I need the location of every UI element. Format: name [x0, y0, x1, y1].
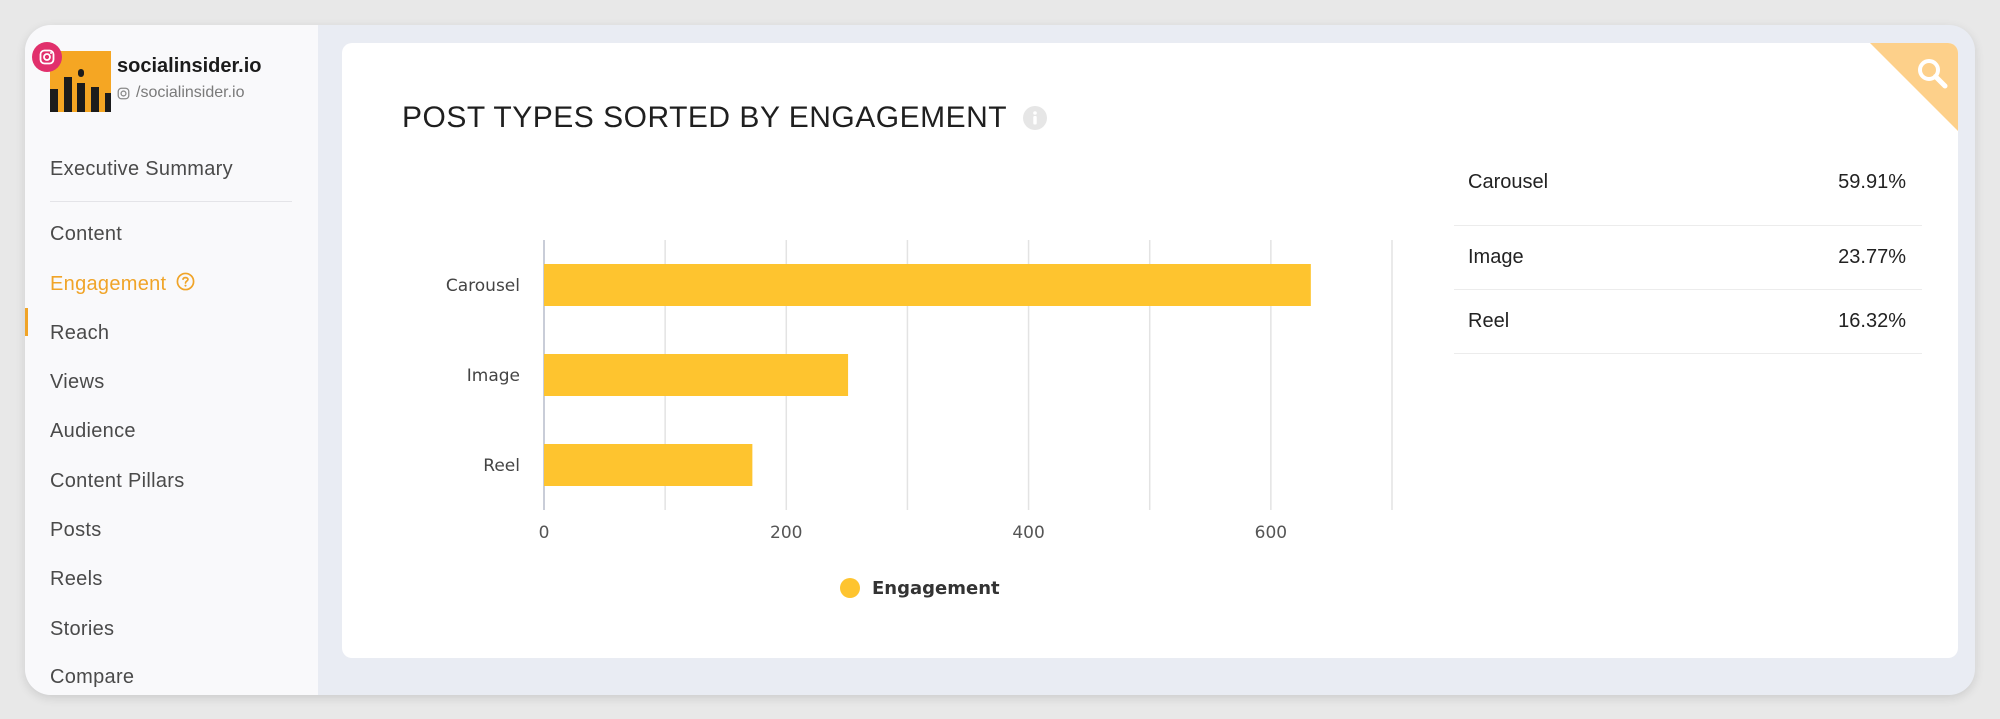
x-tick-label: 0	[539, 523, 550, 543]
sidebar-item-label: Views	[50, 371, 105, 393]
sidebar-item-engagement[interactable]: Engagement	[50, 272, 195, 297]
table-row: Reel 16.32%	[1454, 290, 1922, 354]
row-value: 59.91%	[1838, 171, 1906, 193]
bar-carousel	[544, 264, 1311, 306]
sidebar-item-reels[interactable]: Reels	[50, 568, 103, 591]
instagram-icon	[32, 42, 62, 72]
sidebar-item-audience[interactable]: Audience	[50, 420, 136, 443]
row-label: Image	[1468, 246, 1524, 268]
y-category-label: Reel	[483, 456, 520, 476]
sidebar-item-posts[interactable]: Posts	[50, 519, 102, 542]
info-icon[interactable]	[1023, 106, 1048, 130]
bar-image	[544, 354, 849, 396]
row-label: Reel	[1468, 310, 1510, 332]
engagement-breakdown-table: Carousel 59.91% Image 23.77% Reel 16.32%	[1454, 171, 1922, 354]
sidebar-item-reach[interactable]: Reach	[50, 322, 109, 345]
question-circle-icon[interactable]	[176, 272, 195, 297]
engagement-bar-chart: 0 200 400 600 Carousel Image Reel Engagement	[446, 240, 1393, 599]
x-tick-label: 200	[770, 523, 802, 543]
sidebar-item-compare[interactable]: Compare	[50, 666, 134, 689]
card-title-text: POST TYPES SORTED BY ENGAGEMENT	[402, 101, 1008, 134]
active-indicator	[25, 308, 28, 336]
legend-marker	[840, 578, 860, 598]
sidebar-item-views[interactable]: Views	[50, 371, 105, 394]
sidebar-item-label: Compare	[50, 666, 135, 688]
sidebar-item-label: Content	[50, 223, 123, 245]
engagement-card: POST TYPES SORTED BY ENGAGEMENT 0 200 400 6…	[342, 43, 1958, 658]
sidebar-item-label: Content Pillars	[50, 470, 185, 492]
sidebar: socialinsider.io /socialinsider.io Execu…	[25, 25, 318, 695]
row-label: Carousel	[1468, 171, 1549, 193]
card-title: POST TYPES SORTED BY ENGAGEMENT	[402, 101, 1048, 135]
avatar[interactable]	[50, 51, 111, 112]
sidebar-item-label: Audience	[50, 420, 136, 442]
sidebar-item-executive-summary[interactable]: Executive Summary	[50, 158, 233, 181]
x-tick-label: 600	[1255, 523, 1287, 543]
table-row: Image 23.77%	[1454, 226, 1922, 290]
bar-reel	[544, 444, 753, 486]
row-value: 23.77%	[1838, 246, 1906, 268]
sidebar-item-content[interactable]: Content	[50, 223, 122, 246]
y-category-label: Image	[467, 366, 520, 386]
legend-label: Engagement	[872, 578, 1000, 599]
x-tick-label: 400	[1012, 523, 1044, 543]
sidebar-item-label: Reels	[50, 568, 103, 590]
instagram-small-icon	[117, 87, 130, 99]
sidebar-item-label: Reach	[50, 322, 110, 344]
sidebar-item-label: Engagement	[50, 273, 167, 295]
search-icon[interactable]	[1916, 57, 1950, 96]
sidebar-item-label: Stories	[50, 618, 115, 640]
account-handle: /socialinsider.io	[117, 84, 245, 102]
row-value: 16.32%	[1838, 310, 1906, 332]
y-category-label: Carousel	[446, 276, 520, 296]
sidebar-item-label: Posts	[50, 519, 102, 541]
table-row: Carousel 59.91%	[1454, 171, 1922, 226]
account-handle-text: /socialinsider.io	[136, 84, 245, 101]
app-window: socialinsider.io /socialinsider.io Execu…	[25, 25, 1975, 695]
account-name: socialinsider.io	[117, 55, 262, 77]
sidebar-divider	[50, 201, 292, 202]
sidebar-item-stories[interactable]: Stories	[50, 618, 114, 641]
sidebar-item-label: Executive Summary	[50, 158, 233, 180]
sidebar-item-content-pillars[interactable]: Content Pillars	[50, 470, 185, 493]
